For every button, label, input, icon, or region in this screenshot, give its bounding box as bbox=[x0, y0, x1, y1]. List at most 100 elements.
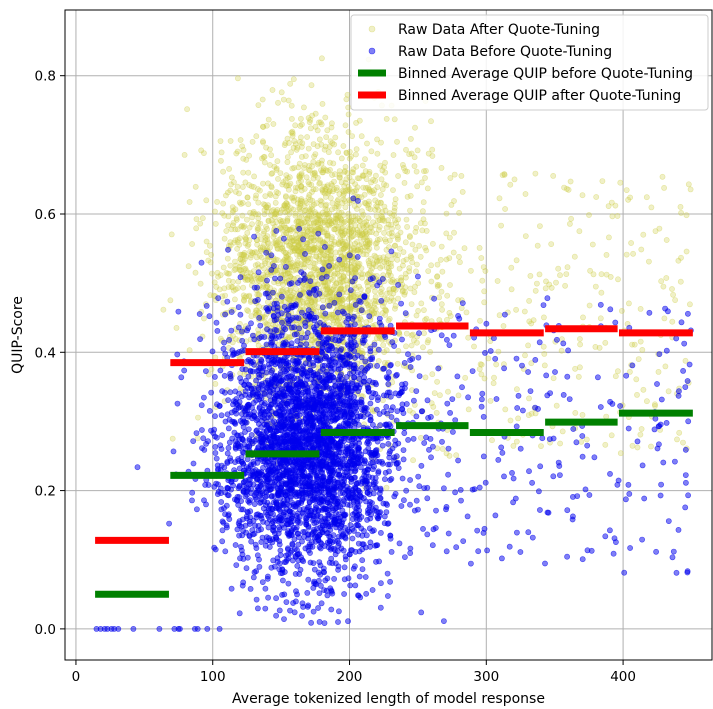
scatter-point bbox=[233, 215, 240, 222]
scatter-point bbox=[229, 209, 236, 216]
scatter-point bbox=[417, 220, 424, 227]
scatter-point bbox=[406, 268, 412, 275]
scatter-point bbox=[305, 246, 312, 252]
scatter-point bbox=[429, 146, 436, 153]
scatter-point bbox=[323, 134, 330, 140]
scatter-point bbox=[347, 222, 354, 229]
scatter-point bbox=[458, 172, 465, 179]
scatter-point bbox=[347, 294, 354, 301]
scatter-point bbox=[212, 380, 219, 387]
scatter-point bbox=[354, 291, 361, 298]
scatter-point bbox=[318, 275, 325, 282]
scatter-point bbox=[340, 241, 347, 247]
scatter-point bbox=[402, 239, 409, 246]
scatter-point bbox=[351, 188, 358, 195]
scatter-point bbox=[617, 450, 624, 457]
scatter-point bbox=[292, 122, 299, 129]
scatter-point bbox=[335, 619, 341, 625]
scatter-point bbox=[244, 194, 251, 201]
scatter-point bbox=[258, 247, 264, 254]
scatter-point bbox=[200, 435, 207, 442]
scatter-point bbox=[303, 215, 310, 222]
scatter-point bbox=[307, 116, 314, 123]
scatter-point bbox=[219, 210, 226, 216]
scatter-point bbox=[233, 562, 240, 568]
scatter-point bbox=[374, 362, 380, 369]
scatter-point bbox=[490, 380, 497, 387]
scatter-point bbox=[262, 379, 269, 386]
scatter-point bbox=[659, 173, 666, 180]
scatter-point bbox=[173, 324, 180, 331]
scatter-point bbox=[288, 116, 295, 122]
scatter-point bbox=[310, 141, 317, 147]
scatter-point bbox=[682, 357, 689, 364]
scatter-point bbox=[240, 284, 247, 291]
scatter-point bbox=[400, 249, 407, 255]
scatter-point bbox=[294, 200, 301, 207]
scatter-point bbox=[294, 218, 301, 224]
scatter-point bbox=[343, 176, 350, 182]
scatter-point bbox=[364, 237, 370, 244]
scatter-point bbox=[340, 212, 347, 219]
scatter-point bbox=[200, 394, 207, 401]
scatter-point bbox=[300, 236, 306, 243]
scatter-point bbox=[354, 175, 361, 182]
scatter-point bbox=[443, 316, 450, 323]
scatter-point bbox=[375, 346, 382, 353]
scatter-point bbox=[289, 165, 296, 172]
scatter-point bbox=[324, 592, 331, 599]
scatter-point bbox=[255, 342, 262, 349]
scatter-point bbox=[586, 212, 592, 218]
scatter-point bbox=[364, 517, 370, 523]
scatter-point bbox=[502, 406, 509, 413]
scatter-point bbox=[626, 300, 632, 307]
scatter-point bbox=[256, 187, 263, 194]
scatter-point bbox=[251, 413, 257, 419]
scatter-point bbox=[420, 344, 426, 351]
scatter-point bbox=[245, 293, 252, 300]
scatter-point bbox=[324, 127, 331, 134]
scatter-point bbox=[322, 188, 329, 194]
scatter-point bbox=[415, 280, 422, 287]
scatter-point bbox=[284, 154, 291, 160]
scatter-point bbox=[534, 242, 541, 249]
scatter-point bbox=[507, 181, 514, 188]
scatter-point bbox=[462, 374, 469, 381]
scatter-point bbox=[336, 174, 343, 181]
scatter-point bbox=[374, 204, 381, 210]
scatter-point bbox=[428, 262, 434, 269]
scatter-point bbox=[341, 286, 348, 293]
scatter-point bbox=[602, 441, 609, 448]
scatter-point bbox=[381, 164, 387, 171]
scatter-point bbox=[467, 267, 474, 274]
scatter-point bbox=[478, 361, 485, 368]
scatter-point bbox=[318, 600, 325, 607]
scatter-point bbox=[434, 261, 441, 268]
scatter-point bbox=[525, 342, 531, 349]
scatter-point bbox=[248, 313, 255, 320]
scatter-point bbox=[338, 209, 345, 216]
scatter-point bbox=[228, 174, 235, 181]
scatter-point bbox=[304, 243, 311, 250]
scatter-point bbox=[335, 212, 341, 219]
scatter-point bbox=[274, 158, 281, 165]
scatter-point bbox=[408, 342, 415, 349]
scatter-point bbox=[283, 224, 289, 231]
scatter-point bbox=[386, 298, 393, 304]
scatter-point bbox=[334, 303, 341, 310]
scatter-point bbox=[383, 116, 390, 122]
scatter-point bbox=[685, 181, 692, 188]
scatter-point bbox=[455, 392, 462, 399]
scatter-point bbox=[271, 326, 278, 333]
scatter-point bbox=[298, 183, 305, 190]
scatter-point bbox=[665, 388, 672, 395]
scatter-point bbox=[414, 183, 421, 190]
scatter-point bbox=[290, 248, 296, 254]
scatter-point bbox=[346, 230, 353, 237]
scatter-point bbox=[316, 180, 323, 187]
scatter-point bbox=[134, 464, 141, 471]
scatter-point bbox=[382, 159, 388, 166]
scatter-point bbox=[293, 245, 300, 252]
scatter-point bbox=[687, 301, 693, 308]
scatter-point bbox=[342, 204, 349, 211]
